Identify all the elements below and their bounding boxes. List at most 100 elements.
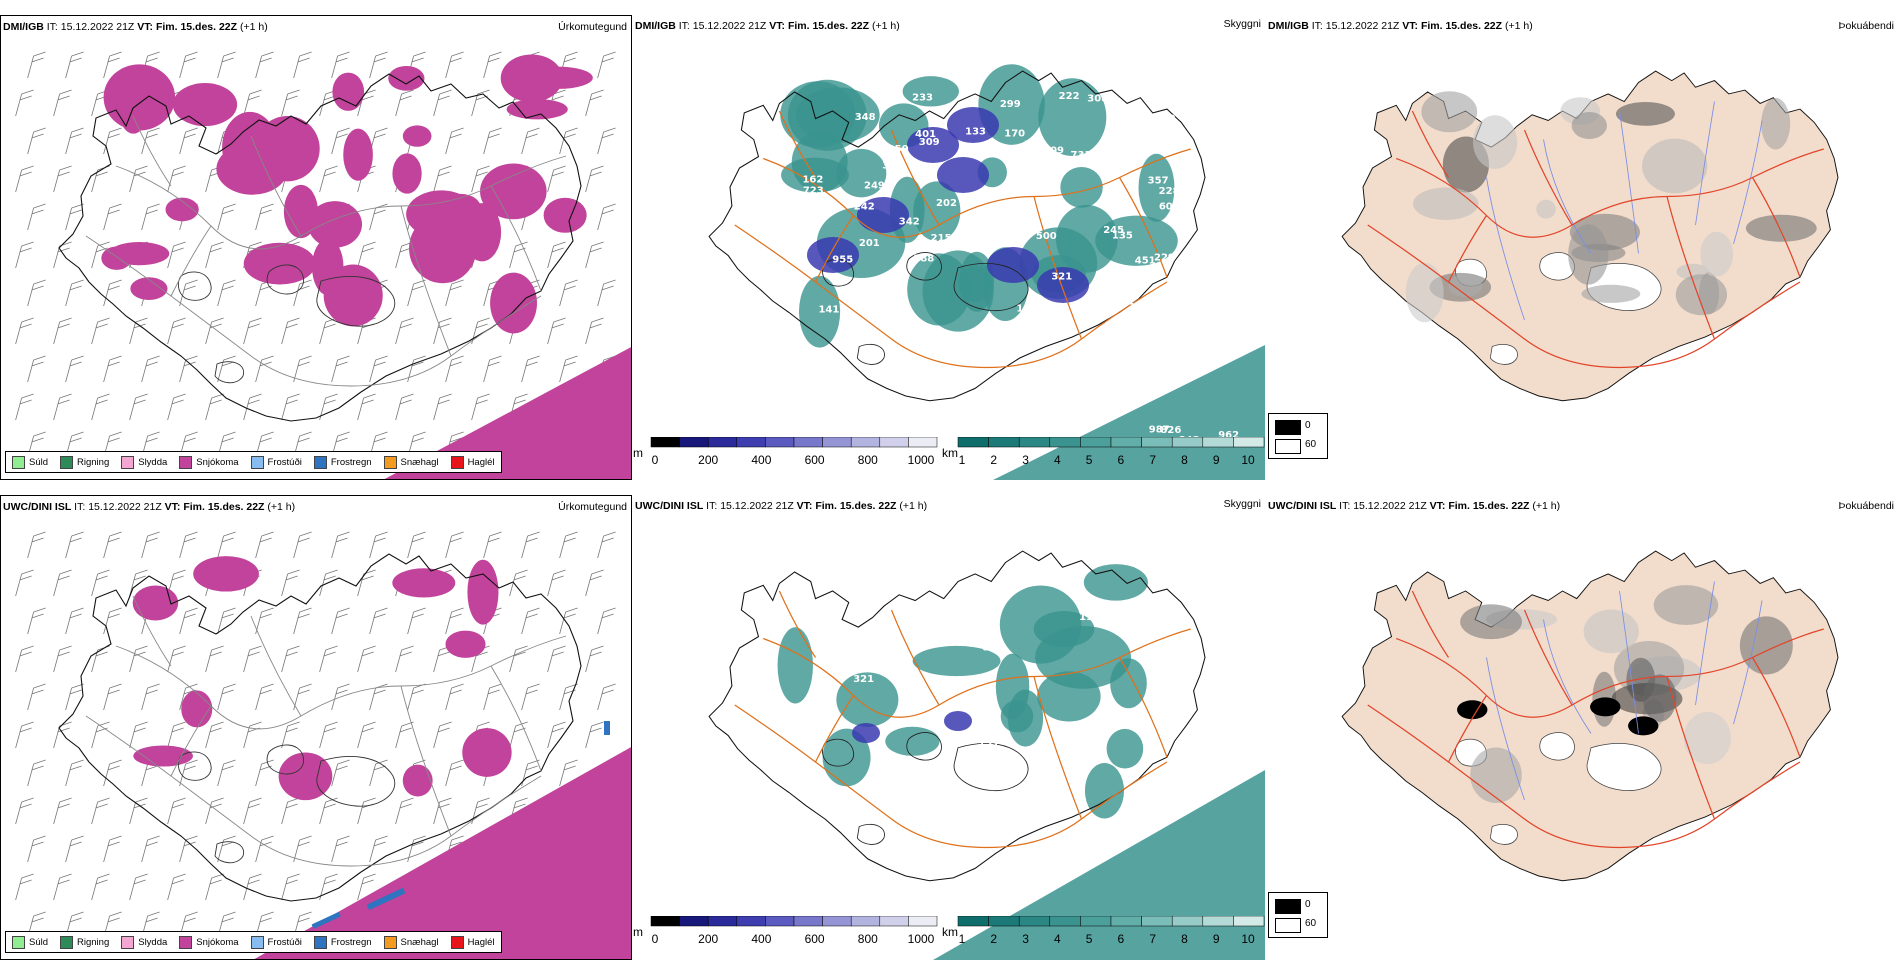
wind-barb xyxy=(281,797,300,825)
colorbar-segment xyxy=(765,915,795,927)
wind-barb xyxy=(205,393,224,421)
visibility-label: 121 xyxy=(886,284,907,295)
precip-type-legend: Súld Rigning Slydda Snjókoma Frostúði Frostre… xyxy=(5,451,502,473)
road xyxy=(132,115,172,187)
low-cloud-area xyxy=(852,723,880,743)
road xyxy=(1751,657,1801,758)
wind-barb xyxy=(205,645,224,673)
fog-index-area xyxy=(1568,224,1609,285)
wind-barb xyxy=(103,355,122,383)
wind-barb xyxy=(129,873,148,901)
fog-index-shading xyxy=(1405,91,1817,323)
road xyxy=(1118,657,1168,758)
wind-barb xyxy=(27,203,46,231)
wind-barb xyxy=(471,393,490,421)
legend-swatch xyxy=(60,455,74,469)
wind-barb xyxy=(15,89,34,117)
snow-area xyxy=(165,197,199,222)
wind-barb xyxy=(243,317,262,345)
wind-barb xyxy=(369,607,388,635)
wind-barb xyxy=(559,355,578,383)
road xyxy=(1751,177,1801,278)
wind-barb xyxy=(255,51,274,79)
road xyxy=(778,590,817,658)
wind-barb xyxy=(281,89,300,117)
river xyxy=(1543,619,1592,734)
wind-barb xyxy=(15,393,34,421)
visibility-label: 242 xyxy=(854,202,875,213)
freezing-rain-area xyxy=(604,721,610,735)
visibility-label: 131 xyxy=(978,741,999,752)
wind-barb xyxy=(179,127,198,155)
road xyxy=(1523,609,1573,706)
snow-areas xyxy=(132,556,512,801)
legend-label: Haglél xyxy=(467,456,495,468)
road xyxy=(890,609,940,706)
fog-panel-top: DMI/IGB IT: 15.12.2022 21Z VT: Fim. 15.d… xyxy=(1266,15,1898,480)
colorbar-segment xyxy=(765,436,795,448)
visibility-label: 342 xyxy=(899,217,920,228)
visibility-band xyxy=(933,770,1265,960)
visibility-area xyxy=(1138,153,1175,222)
wind-barb xyxy=(15,317,34,345)
fog-legend-black-swatch xyxy=(1275,420,1301,435)
wind-barb xyxy=(597,127,616,155)
wind-barb xyxy=(53,393,72,421)
fog-index-area xyxy=(1473,115,1518,169)
wind-barb xyxy=(357,241,376,269)
fog-index-area xyxy=(1642,138,1708,194)
visibility-area xyxy=(913,181,961,242)
wind-barb xyxy=(53,873,72,901)
wind-barb xyxy=(53,721,72,749)
wind-barb xyxy=(547,569,566,597)
legend-swatch xyxy=(12,935,25,949)
colorbar-tick-label: 200 xyxy=(698,932,719,946)
fog-legend-black-swatch xyxy=(1275,899,1301,914)
fog-index-area xyxy=(1745,214,1817,242)
wind-barb xyxy=(53,645,72,673)
colorbar-segment xyxy=(1049,436,1081,448)
wind-barb xyxy=(559,759,578,787)
visibility-area xyxy=(1106,728,1144,769)
wind-barb xyxy=(15,797,34,825)
colorbar-tick-label: 6 xyxy=(1117,453,1125,467)
colorbar-segment xyxy=(850,436,881,448)
iceland-map xyxy=(1341,70,1839,402)
fog-index-area xyxy=(1457,700,1488,720)
wind-barb xyxy=(597,531,616,559)
colorbar-tick-label: 0 xyxy=(651,453,659,467)
legend-swatch xyxy=(313,935,327,949)
colorbar-tick-label: 1000 xyxy=(907,453,935,467)
legend-item: Frostúði xyxy=(250,455,302,469)
glacier xyxy=(1539,252,1575,281)
visibility-label: 965 xyxy=(909,573,930,584)
wind-barb xyxy=(217,683,236,711)
panel-header: UWC/DINI ISL IT: 15.12.2022 21Z VT: Fim.… xyxy=(635,500,928,512)
legend-label: Frostúði xyxy=(267,456,302,468)
colorbar-tick-label: 0 xyxy=(651,932,659,946)
colorbar-segment xyxy=(679,436,709,448)
snow-area xyxy=(392,153,422,194)
fog-legend-max: 60 xyxy=(1305,439,1317,450)
legend-item: Slydda xyxy=(121,455,167,469)
legend-swatch xyxy=(12,455,25,469)
wind-barb xyxy=(521,607,540,635)
wind-barb xyxy=(357,569,376,597)
wind-barb xyxy=(15,569,34,597)
snow-area xyxy=(172,83,238,127)
visibility-label: 357 xyxy=(1148,175,1169,186)
wind-barb xyxy=(167,797,186,825)
wind-barb xyxy=(205,317,224,345)
glacier xyxy=(1539,732,1575,761)
wind-barb xyxy=(255,607,274,635)
wind-barb xyxy=(319,165,338,193)
visibility-label: 733 xyxy=(1071,150,1092,161)
river xyxy=(1543,139,1592,254)
wind-barb xyxy=(27,607,46,635)
wind-barb xyxy=(53,317,72,345)
fog-legend-white-swatch xyxy=(1275,439,1301,454)
colorbar-segment xyxy=(850,915,881,927)
wind-barb xyxy=(445,355,464,383)
visibility-label: 201 xyxy=(859,238,880,249)
